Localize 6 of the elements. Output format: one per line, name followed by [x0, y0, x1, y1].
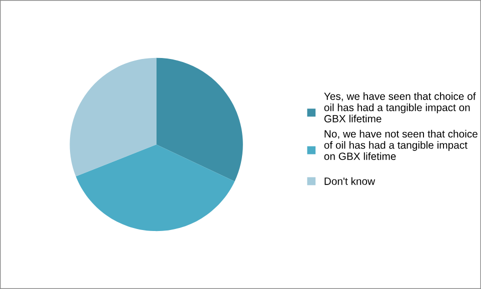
legend-label: Don't know: [324, 177, 376, 185]
pie-slice: [76, 144, 235, 232]
pie-slice: [70, 58, 156, 176]
pie-slice: [156, 58, 243, 182]
legend-label: Yes, we have seen that choice of oil has had a tangible impact on GBX lifetime: [324, 92, 476, 122]
legend-label: No, we have not seen that choice of oil has had a tangible impact on GBX lifetime: [324, 130, 478, 160]
